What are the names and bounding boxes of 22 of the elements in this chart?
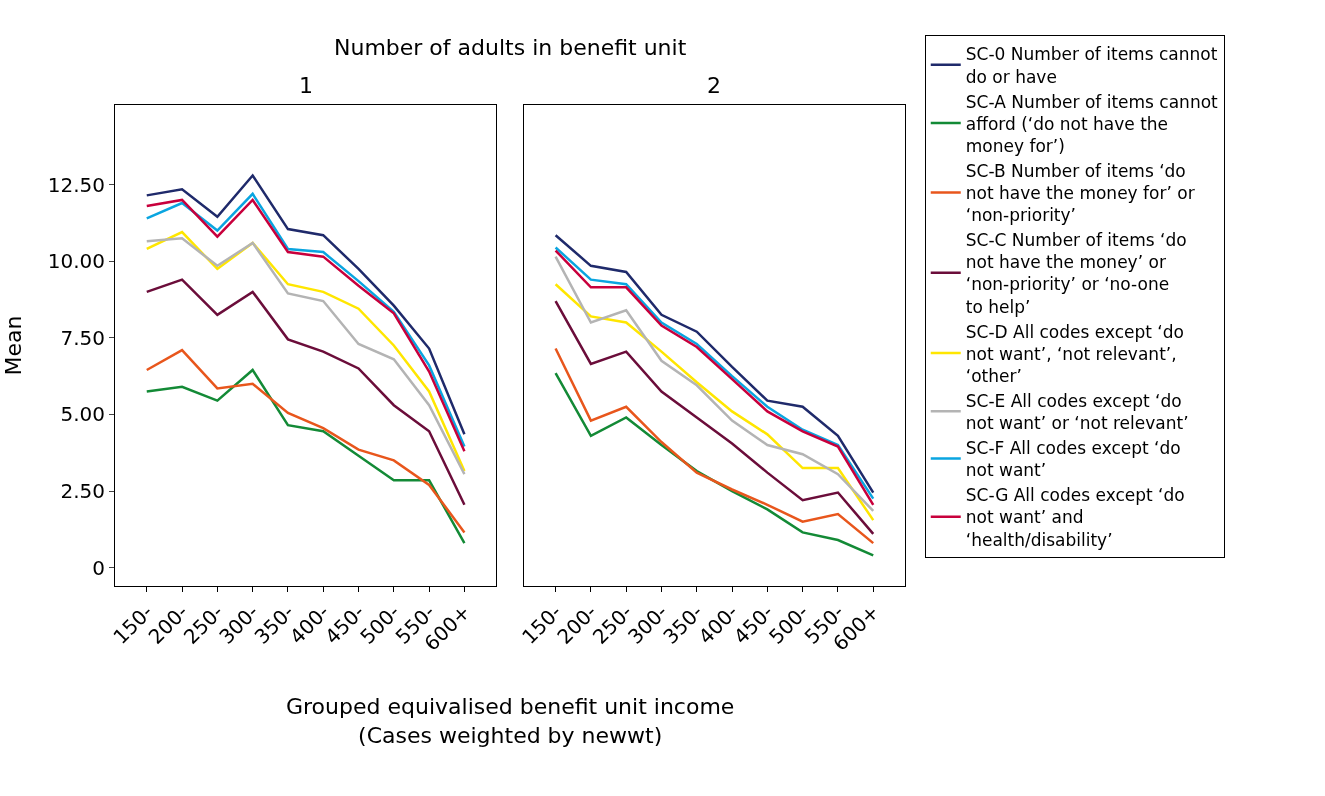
y-tick-label: 2.50 [60, 479, 105, 504]
legend-label: SC-G All codes except ‘do not want’ and ‘health/disability’ [965, 485, 1185, 550]
chart-subtitle: 2 [707, 73, 721, 98]
line-series [145, 368, 466, 545]
legend-label: SC-F All codes except ‘do not want’ [965, 438, 1181, 481]
legend-label: SC-B Number of items ‘do not have the money for’ or ‘non-priority’ [965, 160, 1195, 226]
legend-label: SC-E All codes except ‘do not want’ or ‘not relevant’ [965, 390, 1189, 434]
x-axis-title: Grouped equivalised benefit unit income (Cases weighted by newwt) [286, 694, 735, 748]
line-series [145, 278, 466, 507]
chart-title: Number of adults in benefit unit [334, 35, 687, 60]
legend-label: SC-C Number of items ‘do not have the money’ or ‘non-priority’ or ‘no-one to help’ [965, 230, 1187, 317]
y-tick-label: 10.00 [47, 249, 105, 274]
legend-label: SC-0 Number of items cannot do or have [965, 44, 1218, 87]
y-axis-title: Mean [0, 315, 26, 376]
y-tick-label: 5.00 [60, 402, 105, 427]
y-tick-label: 12.50 [47, 172, 105, 197]
chart-subtitle: 1 [299, 73, 313, 98]
legend-label: SC-A Number of items cannot afford (‘do not have the money for’) [965, 91, 1219, 156]
y-tick-label: 0 [92, 555, 105, 580]
line-series [145, 348, 466, 534]
y-tick-label: 7.50 [60, 325, 105, 350]
legend-label: SC-D All codes except ‘do not want’, ‘not relevant’, ‘other’ [965, 321, 1184, 386]
